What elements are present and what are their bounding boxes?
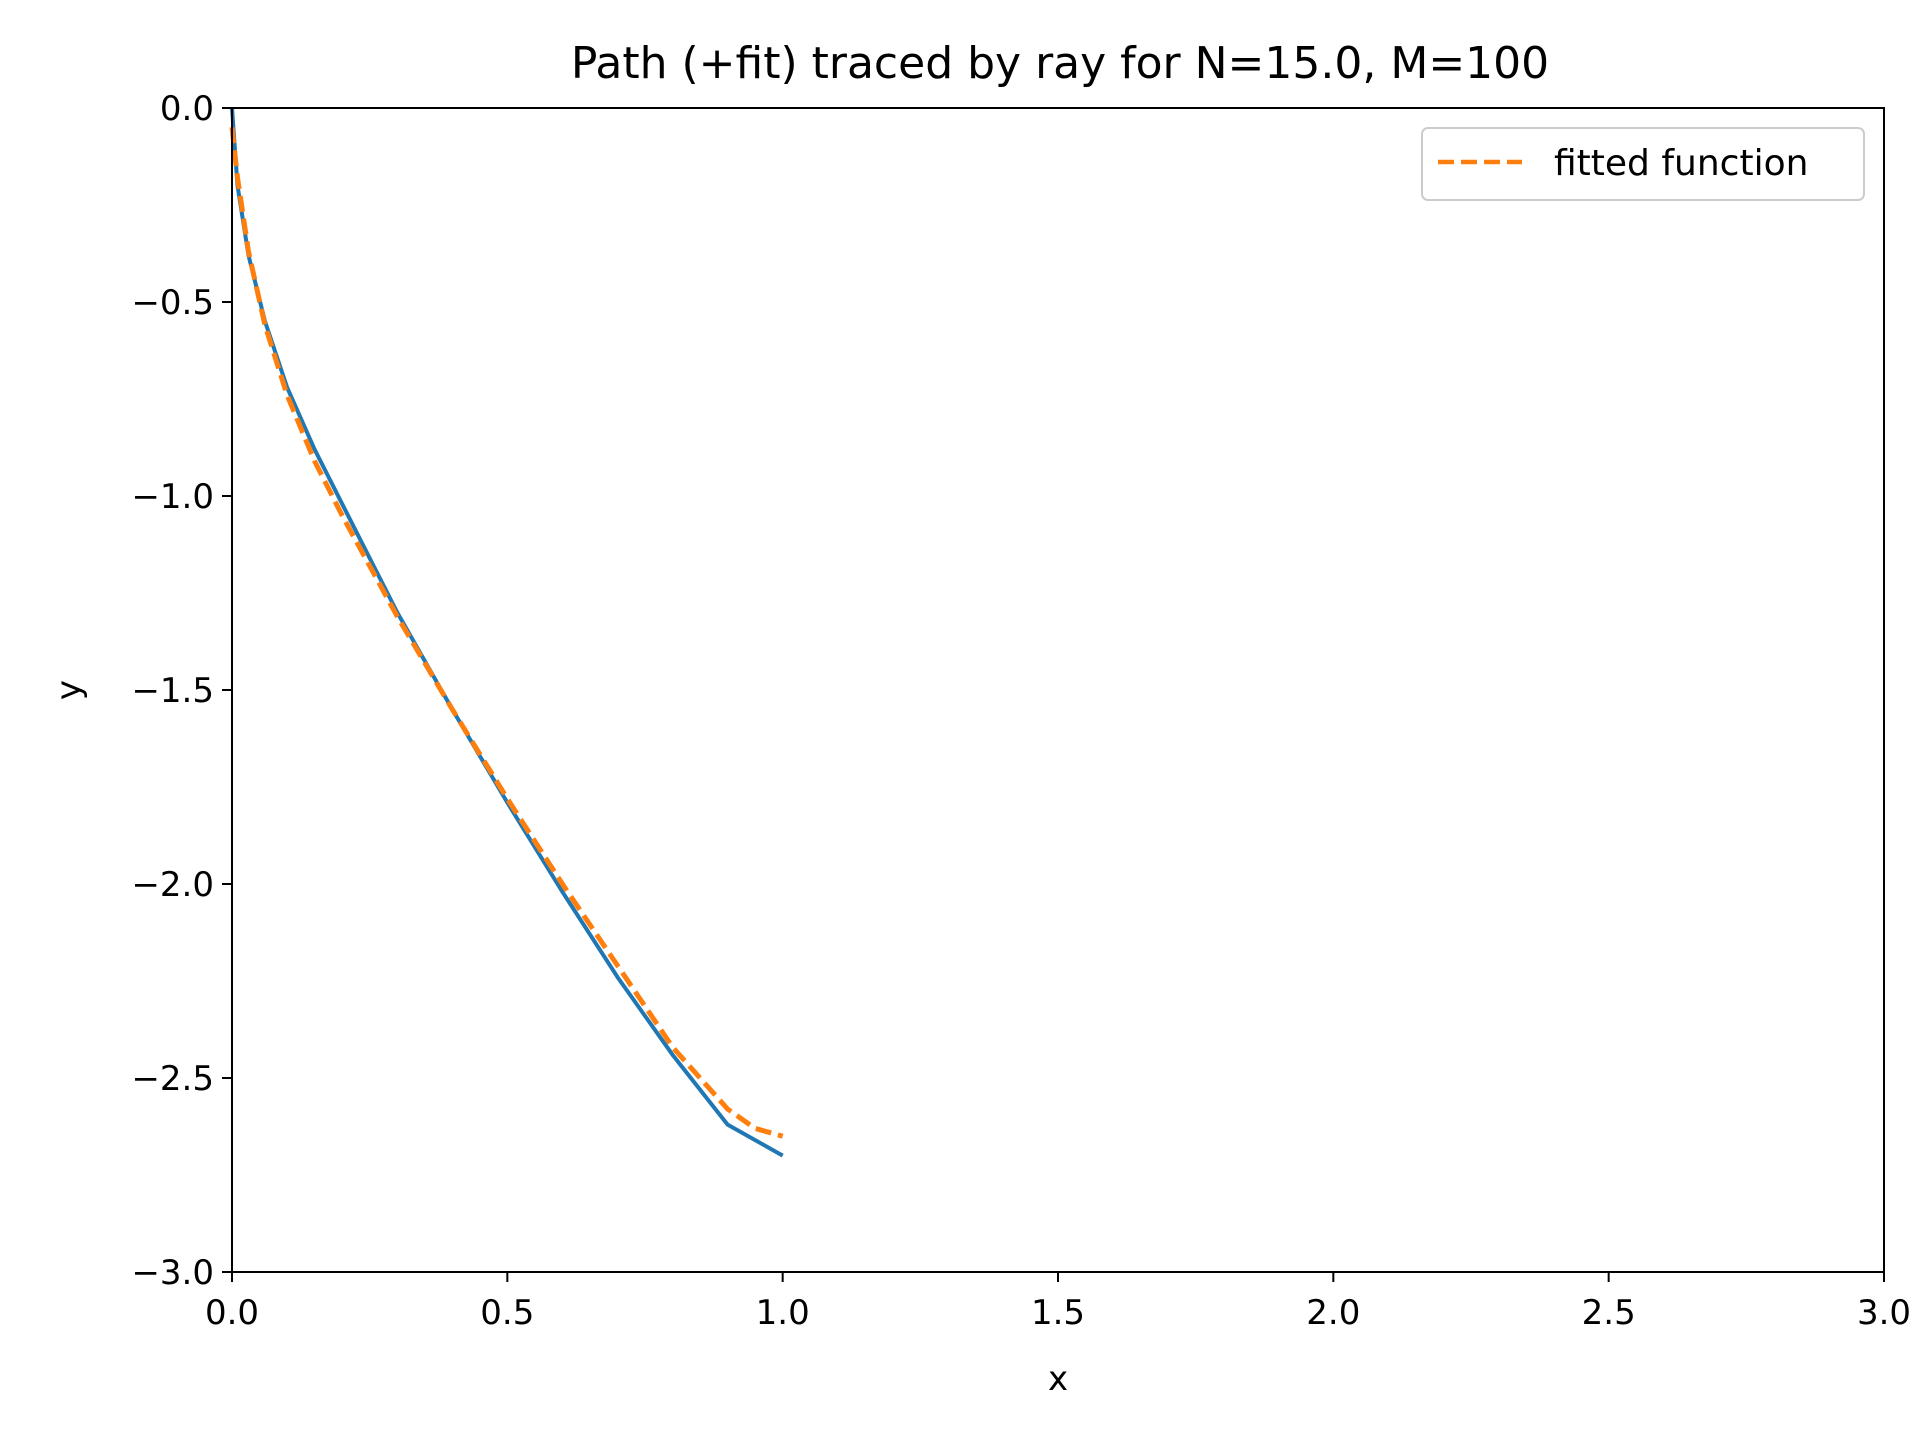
y-tick-label: −0.5 [131, 283, 214, 323]
y-axis-label: y [49, 680, 89, 700]
chart-title: Path (+fit) traced by ray for N=15.0, M=… [571, 38, 1549, 89]
x-axis-label: x [1048, 1359, 1068, 1399]
x-tick-label: 0.5 [480, 1293, 534, 1333]
series-line-fitted-function [229, 127, 784, 1139]
y-tick-label: −2.5 [131, 1059, 214, 1099]
y-tick-label: −1.0 [131, 477, 214, 517]
x-tick-label: 2.0 [1306, 1293, 1360, 1333]
x-tick-label: 2.5 [1582, 1293, 1636, 1333]
y-tick-label: −2.0 [131, 865, 214, 905]
x-tick-label: 0.0 [205, 1293, 259, 1333]
legend-label-fitted-function: fitted function [1554, 143, 1808, 184]
legend-box [1421, 127, 1865, 201]
x-tick-label: 1.0 [756, 1293, 810, 1333]
y-axis: 0.0 −0.5 −1.0 −1.5 −2.0 −2.5 −3.0 [131, 89, 232, 1293]
x-tick-label: 1.5 [1031, 1293, 1085, 1333]
series-layer [229, 107, 784, 1158]
x-axis: 0.0 0.5 1.0 1.5 2.0 2.5 3.0 [205, 1272, 1911, 1333]
y-tick-label: −3.0 [131, 1253, 214, 1293]
legend: fitted function [1421, 127, 1865, 201]
y-tick-label: −1.5 [131, 671, 214, 711]
y-tick-label: 0.0 [160, 89, 214, 129]
x-tick-label: 3.0 [1857, 1293, 1911, 1333]
